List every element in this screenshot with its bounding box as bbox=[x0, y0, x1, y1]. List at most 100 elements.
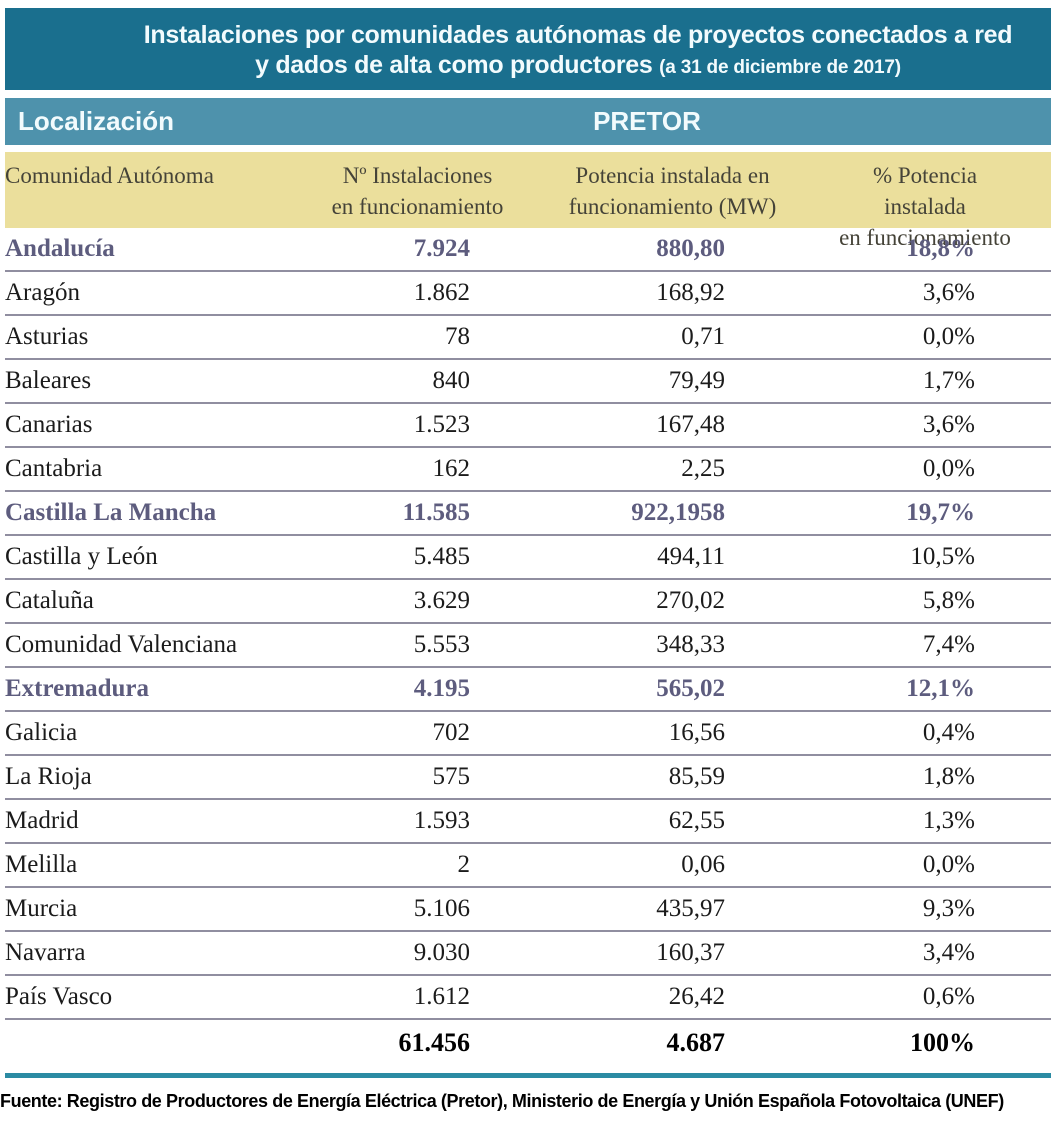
cell-percent: 12,1% bbox=[906, 675, 975, 702]
cell-comunidad: Melilla bbox=[5, 851, 78, 878]
cell-power: 79,49 bbox=[668, 367, 725, 394]
cell-percent: 5,8% bbox=[922, 587, 975, 614]
cell-installations: 4.195 bbox=[413, 675, 470, 702]
column-header-text: Potencia instalada en bbox=[575, 163, 770, 188]
banner-title-line2: y dados de alta como productores (a 31 d… bbox=[105, 50, 1051, 83]
report-page: Instalaciones por comunidades autónomas … bbox=[0, 8, 1056, 1129]
table-row: Aragón 1.862 168,92 3,6% bbox=[5, 272, 1051, 316]
cell-comunidad: Murcia bbox=[5, 895, 78, 922]
cell-installations: 7.924 bbox=[413, 235, 470, 262]
cell-percent: 10,5% bbox=[910, 543, 975, 570]
cell-installations: 1.612 bbox=[413, 983, 470, 1010]
cell-percent: 0,0% bbox=[922, 851, 975, 878]
source-footer: Fuente: Registro de Productores de Energ… bbox=[0, 1091, 1004, 1111]
cell-power: 168,92 bbox=[656, 279, 725, 306]
total-installations: 61.456 bbox=[398, 1028, 471, 1057]
column-header-potencia-instalada: Potencia instalada en funcionamiento (MW… bbox=[510, 160, 835, 253]
total-percent: 100% bbox=[910, 1028, 975, 1057]
cell-comunidad: Castilla La Mancha bbox=[5, 499, 217, 526]
cell-power: 565,02 bbox=[656, 675, 725, 702]
cell-power: 160,37 bbox=[656, 939, 725, 966]
cell-power: 880,80 bbox=[656, 235, 725, 262]
cell-comunidad: Galicia bbox=[5, 719, 78, 746]
cell-comunidad: Aragón bbox=[5, 279, 80, 306]
cell-comunidad: Asturias bbox=[5, 323, 89, 350]
table-row: Cantabria 162 2,25 0,0% bbox=[5, 448, 1051, 492]
location-bar: Localización PRETOR bbox=[5, 98, 1051, 145]
cell-power: 16,56 bbox=[668, 719, 725, 746]
bottom-rule bbox=[5, 1073, 1051, 1078]
cell-installations: 1.593 bbox=[413, 807, 470, 834]
cell-comunidad: Navarra bbox=[5, 939, 86, 966]
cell-comunidad: País Vasco bbox=[5, 983, 113, 1010]
cell-installations: 11.585 bbox=[402, 499, 470, 526]
cell-comunidad: Cantabria bbox=[5, 455, 103, 482]
table-row: Baleares 840 79,49 1,7% bbox=[5, 360, 1051, 404]
cell-power: 26,42 bbox=[668, 983, 725, 1010]
column-header-spacer bbox=[1015, 160, 1051, 253]
banner-title-line2-text: y dados de alta como productores bbox=[255, 51, 653, 79]
column-header-pct-potencia: % Potencia instalada en funcionamiento bbox=[835, 160, 1015, 253]
location-label: Localización bbox=[18, 106, 175, 136]
cell-power: 2,25 bbox=[681, 455, 725, 482]
cell-installations: 840 bbox=[432, 367, 471, 394]
table-total-row: 61.456 4.687 100% bbox=[5, 1020, 1051, 1066]
banner-title-line1: Instalaciones por comunidades autónomas … bbox=[143, 21, 1013, 49]
cell-power: 270,02 bbox=[656, 587, 725, 614]
cell-installations: 1.862 bbox=[413, 279, 470, 306]
cell-percent: 3,6% bbox=[922, 279, 975, 306]
cell-comunidad: La Rioja bbox=[5, 763, 92, 790]
cell-power: 0,06 bbox=[681, 851, 725, 878]
table-row: Castilla y León 5.485 494,11 10,5% bbox=[5, 536, 1051, 580]
table-row: Navarra 9.030 160,37 3,4% bbox=[5, 932, 1051, 976]
table-row: Comunidad Valenciana 5.553 348,33 7,4% bbox=[5, 624, 1051, 668]
cell-percent: 0,4% bbox=[922, 719, 975, 746]
cell-power: 62,55 bbox=[668, 807, 725, 834]
table-row: Canarias 1.523 167,48 3,6% bbox=[5, 404, 1051, 448]
total-power: 4.687 bbox=[666, 1028, 726, 1057]
cell-power: 167,48 bbox=[656, 411, 725, 438]
cell-percent: 1,3% bbox=[922, 807, 975, 834]
column-header-text: Comunidad Autónoma bbox=[5, 163, 214, 188]
cell-percent: 3,6% bbox=[922, 411, 975, 438]
cell-power: 435,97 bbox=[656, 895, 725, 922]
cell-comunidad: Extremadura bbox=[5, 675, 149, 702]
cell-comunidad: Canarias bbox=[5, 411, 93, 438]
cell-percent: 1,7% bbox=[922, 367, 975, 394]
column-header-text: en funcionamiento bbox=[839, 225, 1011, 250]
cell-comunidad: Andalucía bbox=[5, 235, 115, 262]
pretor-label: PRETOR bbox=[593, 106, 701, 136]
cell-power: 494,11 bbox=[657, 543, 725, 570]
cell-installations: 9.030 bbox=[413, 939, 470, 966]
cell-comunidad: Cataluña bbox=[5, 587, 94, 614]
cell-comunidad: Madrid bbox=[5, 807, 79, 834]
cell-percent: 19,7% bbox=[906, 499, 975, 526]
column-header-text: Nº Instalaciones bbox=[342, 163, 493, 188]
cell-percent: 18,8% bbox=[906, 235, 975, 262]
title-banner: Instalaciones por comunidades autónomas … bbox=[5, 8, 1051, 90]
cell-power: 922,1958 bbox=[631, 499, 725, 526]
table-row: La Rioja 575 85,59 1,8% bbox=[5, 756, 1051, 800]
table-row: Galicia 702 16,56 0,4% bbox=[5, 712, 1051, 756]
table-row: Asturias 78 0,71 0,0% bbox=[5, 316, 1051, 360]
table-body: Andalucía 7.924 880,80 18,8% Aragón 1.862 168,… bbox=[5, 228, 1051, 1020]
table-column-header: Comunidad Autónoma Nº Instalaciones en f… bbox=[5, 152, 1051, 250]
column-header-text: en funcionamiento bbox=[331, 194, 504, 219]
table-row: Madrid 1.593 62,55 1,3% bbox=[5, 800, 1051, 844]
table-row: País Vasco 1.612 26,42 0,6% bbox=[5, 976, 1051, 1020]
cell-percent: 0,0% bbox=[922, 455, 975, 482]
cell-percent: 9,3% bbox=[922, 895, 975, 922]
table-row: Melilla 2 0,06 0,0% bbox=[5, 844, 1051, 888]
cell-installations: 162 bbox=[432, 455, 471, 482]
cell-installations: 575 bbox=[432, 763, 471, 790]
cell-percent: 3,4% bbox=[922, 939, 975, 966]
cell-installations: 1.523 bbox=[413, 411, 470, 438]
column-header-num-instalaciones: Nº Instalaciones en funcionamiento bbox=[325, 160, 510, 253]
cell-comunidad: Baleares bbox=[5, 367, 92, 394]
column-header-text: funcionamiento (MW) bbox=[568, 194, 777, 219]
cell-percent: 0,0% bbox=[922, 323, 975, 350]
cell-power: 85,59 bbox=[668, 763, 725, 790]
cell-power: 348,33 bbox=[656, 631, 725, 658]
table-row: Castilla La Mancha 11.585 922,1958 19,7% bbox=[5, 492, 1051, 536]
cell-installations: 78 bbox=[445, 323, 470, 350]
